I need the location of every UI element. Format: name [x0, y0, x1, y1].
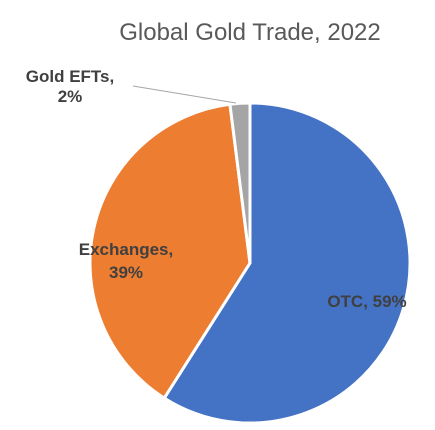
- otc-slice: [162, 101, 412, 425]
- chart-title: Global Gold Trade, 2022: [119, 19, 381, 46]
- otc-label: OTC, 59%: [327, 292, 406, 311]
- efts-label-line1: Gold EFTs,: [26, 67, 114, 86]
- efts-leader-line: [132, 85, 237, 104]
- exchanges-label-line2: 39%: [109, 263, 143, 282]
- pie-slices: [88, 101, 412, 425]
- exchanges-slice: [88, 102, 252, 400]
- efts-slice: [228, 101, 252, 265]
- efts-label-line2: 2%: [58, 87, 83, 106]
- exchanges-label-line1: Exchanges,: [79, 240, 174, 259]
